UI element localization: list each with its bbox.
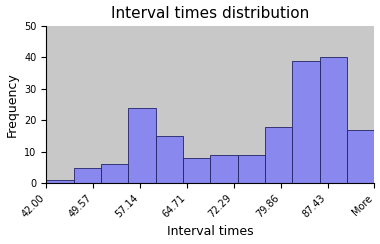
Bar	[46, 180, 74, 183]
Bar	[292, 61, 320, 183]
Bar	[183, 158, 210, 183]
X-axis label: Interval times: Interval times	[167, 225, 253, 238]
Bar	[156, 136, 183, 183]
Bar	[320, 57, 347, 183]
Bar	[101, 164, 128, 183]
Bar	[128, 108, 156, 183]
Bar	[347, 130, 374, 183]
Title: Interval times distribution: Interval times distribution	[111, 6, 309, 20]
Bar	[210, 155, 238, 183]
Bar	[265, 127, 292, 183]
Bar	[74, 168, 101, 183]
Bar	[238, 155, 265, 183]
Y-axis label: Frequency: Frequency	[6, 72, 19, 137]
